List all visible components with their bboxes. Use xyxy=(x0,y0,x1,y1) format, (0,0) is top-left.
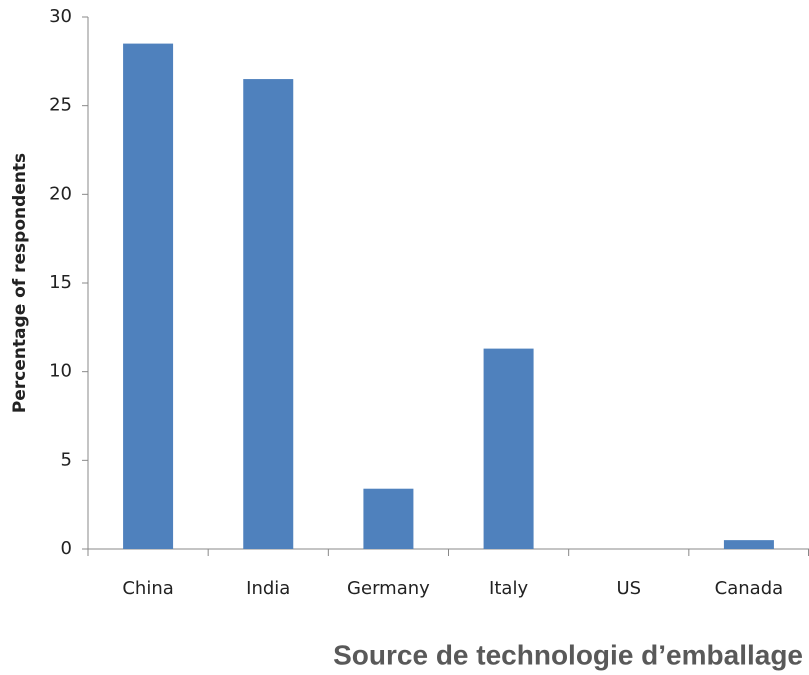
x-tick-label: Germany xyxy=(347,578,430,599)
x-tick-label: India xyxy=(246,578,290,599)
bar xyxy=(483,348,534,549)
bar xyxy=(243,79,294,550)
y-tick-label: 5 xyxy=(61,449,72,470)
y-tick-label: 30 xyxy=(49,6,72,27)
y-axis-label: Percentage of respondents xyxy=(10,153,30,413)
y-tick-label: 20 xyxy=(49,183,72,204)
x-tick-label: US xyxy=(616,578,641,599)
bar xyxy=(723,540,774,549)
y-tick-label: 15 xyxy=(49,272,72,293)
y-tick-label: 0 xyxy=(61,538,72,559)
y-tick-label: 25 xyxy=(49,95,72,116)
x-tick-label: Canada xyxy=(715,578,784,599)
x-tick-label: Italy xyxy=(489,578,528,599)
bar xyxy=(123,43,174,549)
y-tick-label: 10 xyxy=(49,361,72,382)
x-tick-label: China xyxy=(122,578,173,599)
x-axis-label: Source de technologie d’emballage xyxy=(333,639,803,670)
bar xyxy=(363,488,414,549)
